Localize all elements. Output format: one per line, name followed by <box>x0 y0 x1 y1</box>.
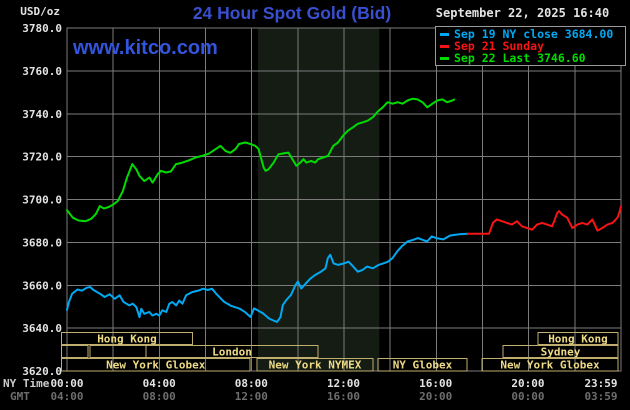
legend-item-sep19-ny-close: Sep 19 NY close 3684.00 <box>440 28 625 40</box>
session-box <box>61 332 193 345</box>
y-tick-label: 3760.0 <box>22 65 62 78</box>
y-tick-label: 3780.0 <box>22 22 62 35</box>
ny-tick-label: 04:00 <box>143 377 176 390</box>
session-label: London <box>212 346 252 359</box>
gmt-tick-label: 08:00 <box>143 390 176 403</box>
x-axis-gmt-label: GMT <box>10 390 30 403</box>
session-box <box>61 358 251 372</box>
y-tick-label: 3660.0 <box>22 279 62 292</box>
session-box <box>89 345 147 358</box>
y-tick-label: 3640.0 <box>22 322 62 335</box>
legend-label: Sep 21 Sunday <box>454 39 545 53</box>
session-label: Hong Kong <box>548 333 608 346</box>
session-box <box>61 345 89 358</box>
session-box <box>537 332 619 345</box>
legend-item-sep22-last: Sep 22 Last 3746.60 <box>440 52 625 64</box>
kitco-watermark-link[interactable]: www.kitco.com <box>73 37 218 59</box>
session-label: New York Globex <box>106 359 206 372</box>
session-box <box>481 358 619 372</box>
ny-tick-label: 00:00 <box>50 377 83 390</box>
session-label: Hong Kong <box>97 333 157 346</box>
y-tick-label: 3620.0 <box>22 365 62 378</box>
series-sep21-sunday-line <box>466 205 622 235</box>
session-box <box>256 358 374 372</box>
y-tick-label: 3680.0 <box>22 236 62 249</box>
series-sep19-ny-close-line <box>66 232 469 323</box>
y-tick-label: 3720.0 <box>22 151 62 164</box>
session-label: Sydney <box>541 346 581 359</box>
gmt-tick-label: 03:59 <box>584 390 617 403</box>
y-axis-units-label: USD/oz <box>20 5 60 18</box>
y-tick-label: 3740.0 <box>22 108 62 121</box>
session-box <box>377 358 468 372</box>
datetime-label: September 22, 2025 16:40 <box>435 6 610 20</box>
gmt-tick-label: 12:00 <box>235 390 268 403</box>
legend: Sep 19 NY close 3684.00 Sep 21 Sunday Sep … <box>435 26 626 66</box>
legend-label: Sep 19 NY close 3684.00 <box>454 27 614 41</box>
x-axis-ny-time-label: NY Time <box>3 377 50 390</box>
ny-tick-label: 08:00 <box>235 377 268 390</box>
ny-tick-label: 12:00 <box>327 377 360 390</box>
legend-dash-icon <box>440 44 449 48</box>
gmt-tick-label: 16:00 <box>327 390 360 403</box>
series-sep22-last-line <box>66 97 456 223</box>
ny-tick-label: 23:59 <box>584 377 617 390</box>
gmt-tick-label: 00:00 <box>511 390 544 403</box>
legend-dash-icon <box>440 32 449 36</box>
session-label: New York Globex <box>500 359 600 372</box>
chart-title: 24 Hour Spot Gold (Bid) <box>192 3 392 23</box>
legend-label: Sep 22 Last 3746.60 <box>454 51 586 65</box>
legend-dash-icon <box>440 56 449 60</box>
ny-tick-label: 20:00 <box>511 377 544 390</box>
y-tick-label: 3700.0 <box>22 194 62 207</box>
ny-tick-label: 16:00 <box>419 377 452 390</box>
gmt-tick-label: 04:00 <box>50 390 83 403</box>
session-label: New York NYMEX <box>269 359 362 372</box>
session-box <box>145 345 319 358</box>
legend-item-sep21-sunday: Sep 21 Sunday <box>440 40 625 52</box>
session-box <box>502 345 619 358</box>
gmt-tick-label: 20:00 <box>419 390 452 403</box>
session-label: NY Globex <box>393 359 453 372</box>
